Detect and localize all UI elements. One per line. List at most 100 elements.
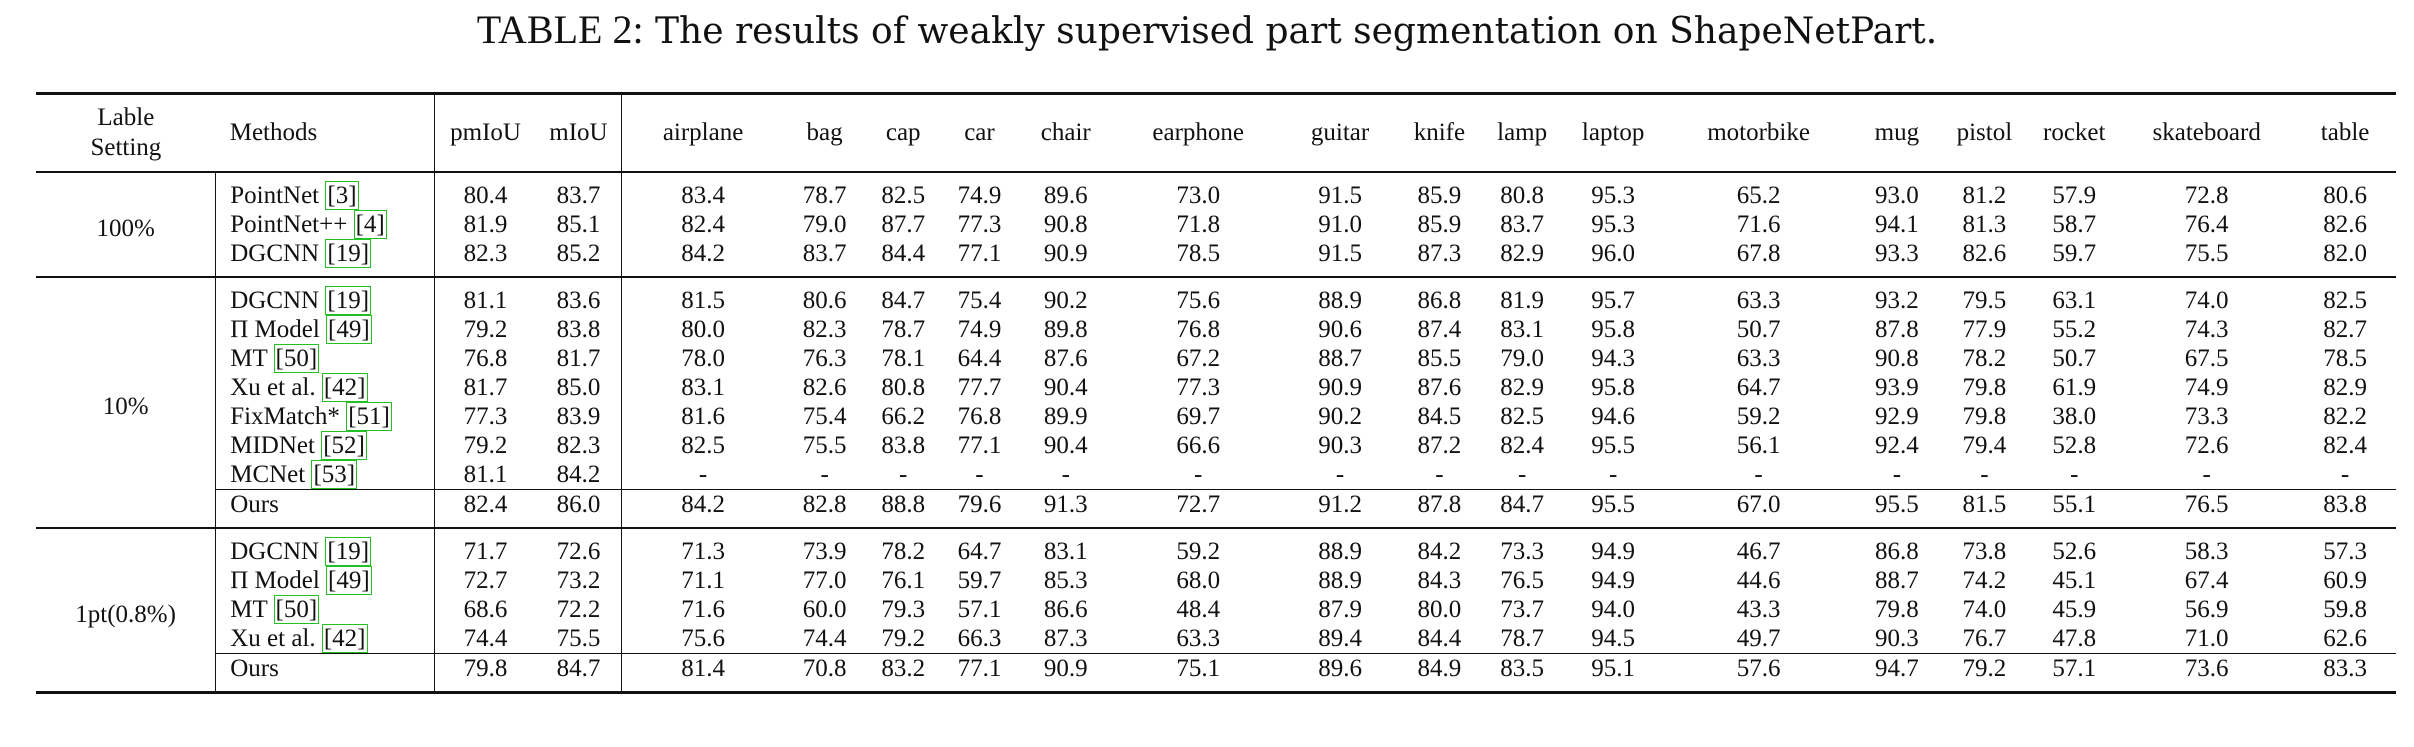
value-cell-laptop: 95.8 [1591,374,1636,401]
method-cell: MT [50] [215,595,435,624]
value-cell-earphone: 67.2 [1176,345,1221,372]
value-cell-rocket: 59.7 [2052,240,2097,267]
citation-link[interactable]: [50] [273,344,320,373]
citation-link[interactable]: [42] [321,373,368,402]
method-name: PointNet++ [230,211,348,238]
value-cell-earphone: 68.0 [1176,567,1221,594]
table-row: MT [50] 68.6 72.2 71.6 60.0 79.3 57.1 86.6 48.4 8… [36,595,2396,624]
value-cell-chair: 89.8 [1043,316,1088,343]
value-cell-bag: 70.8 [784,653,865,693]
citation-link[interactable]: [50] [273,595,320,624]
value-cell-car: 77.1 [957,432,1002,459]
value-cell-airplane: 81.4 [620,653,785,693]
citation-link[interactable]: [51] [346,402,392,431]
value-cell-knife: 87.8 [1398,489,1481,528]
method-cell: Xu et al. [42] [215,624,435,654]
method-name: DGCNN [230,538,320,565]
method-cell: PointNet++ [4] [215,210,435,239]
value-cell-chair: 90.4 [1043,374,1088,401]
citation-link[interactable]: [3] [325,181,359,210]
header-col-chair: chair [1040,119,1091,146]
value-cell-mug: 94.7 [1854,653,1940,693]
value-cell-table: 82.7 [2323,316,2367,343]
header-col-rocket: rocket [2043,119,2106,146]
value-cell-knife: 84.2 [1417,538,1462,565]
value-cell-cap: 88.8 [864,489,942,528]
value-cell-pistol: 81.5 [1939,489,2030,528]
value-cell-motorbike: 64.7 [1736,374,1781,401]
method-cell: MT [50] [215,344,435,373]
citation-link[interactable]: [52] [321,431,367,460]
method-cell: Π Model [49] [215,315,435,344]
value-cell-knife: 84.9 [1398,653,1481,693]
value-cell-lamp: 82.9 [1500,374,1544,401]
citation-link[interactable]: [19] [325,537,372,566]
value-cell-motorbike: 49.7 [1736,625,1781,652]
citation-link[interactable]: [19] [325,239,372,268]
value-cell-airplane: 83.4 [620,172,785,210]
value-cell-miou: 72.2 [556,596,601,623]
citation-link[interactable]: [42] [321,624,368,653]
value-cell-lamp: 82.4 [1500,432,1544,459]
value-cell-bag: 83.7 [802,240,847,267]
value-cell-chair: 91.3 [1017,489,1115,528]
value-cell-rocket: - [2070,461,2079,488]
value-cell-airplane: 71.1 [620,566,785,595]
value-cell-chair: 87.6 [1043,345,1088,372]
value-cell-skateboard: 71.0 [2184,625,2229,652]
value-cell-laptop: 94.6 [1591,403,1636,430]
value-cell-knife: 85.9 [1417,182,1462,209]
value-cell-skateboard: 73.3 [2184,403,2229,430]
value-cell-lamp: 78.7 [1500,625,1544,652]
value-cell-pmiou: 81.1 [433,460,537,490]
header-col-table: table [2320,119,2370,146]
value-cell-pistol: 81.2 [1962,182,2007,209]
value-cell-laptop: 95.7 [1591,287,1636,314]
value-cell-skateboard: - [2202,461,2211,488]
header-col-lamp: lamp [1497,119,1548,146]
value-cell-earphone: 78.5 [1176,240,1221,267]
value-cell-table: 78.5 [2323,345,2367,372]
value-cell-rocket: 45.9 [2052,596,2097,623]
citation-link[interactable]: [49] [326,315,372,344]
citation-link[interactable]: [49] [326,566,372,595]
method-name: MT [230,345,268,372]
value-cell-car: 66.3 [957,625,1002,652]
value-cell-rocket: 61.9 [2052,374,2097,401]
value-cell-mug: 92.9 [1875,403,1919,430]
value-cell-rocket: 55.1 [2029,489,2120,528]
value-cell-car: 77.1 [957,240,1002,267]
value-cell-bag: 75.4 [802,403,847,430]
value-cell-knife: - [1435,461,1444,488]
table-row: 1pt(0.8%) DGCNN [19] 71.7 72.6 71.3 73.9 78.2 6… [36,528,2396,628]
table-row-ours: Ours 79.8 84.7 81.4 70.8 83.2 77.1 90.9 75.1 89.6… [36,653,2396,693]
value-cell-miou: 83.6 [556,287,601,314]
value-cell-rocket: 57.9 [2052,182,2097,209]
value-cell-skateboard: 58.3 [2184,538,2229,565]
value-cell-skateboard: 76.5 [2119,489,2295,528]
value-cell-miou: 83.8 [556,316,601,343]
value-cell-car: 75.4 [957,287,1002,314]
value-cell-rocket: 57.1 [2029,653,2120,693]
citation-link[interactable]: [53] [311,460,358,489]
value-cell-bag: 82.8 [784,489,865,528]
header-col-pmiou: pmIoU [433,93,537,172]
method-cell: PointNet [3] [215,172,435,210]
value-cell-lamp: 73.3 [1500,538,1544,565]
value-cell-skateboard: 75.5 [2184,240,2229,267]
method-cell: Ours [215,653,435,693]
value-cell-chair: 85.3 [1043,567,1088,594]
value-cell-miou: 73.2 [556,567,601,594]
value-cell-laptop: 94.3 [1591,345,1636,372]
value-cell-cap: 78.2 [881,538,926,565]
value-cell-guitar: 88.9 [1318,538,1362,565]
citation-link[interactable]: [4] [353,210,387,239]
value-cell-airplane: 71.6 [620,595,785,624]
value-cell-miou: 86.0 [536,489,622,528]
method-cell: MCNet [53] [215,460,435,490]
value-cell-earphone: 63.3 [1176,625,1221,652]
value-cell-cap: 83.2 [864,653,942,693]
value-cell-car: 76.8 [957,403,1002,430]
citation-link[interactable]: [19] [325,286,372,315]
value-cell-pmiou: 81.9 [433,210,537,239]
